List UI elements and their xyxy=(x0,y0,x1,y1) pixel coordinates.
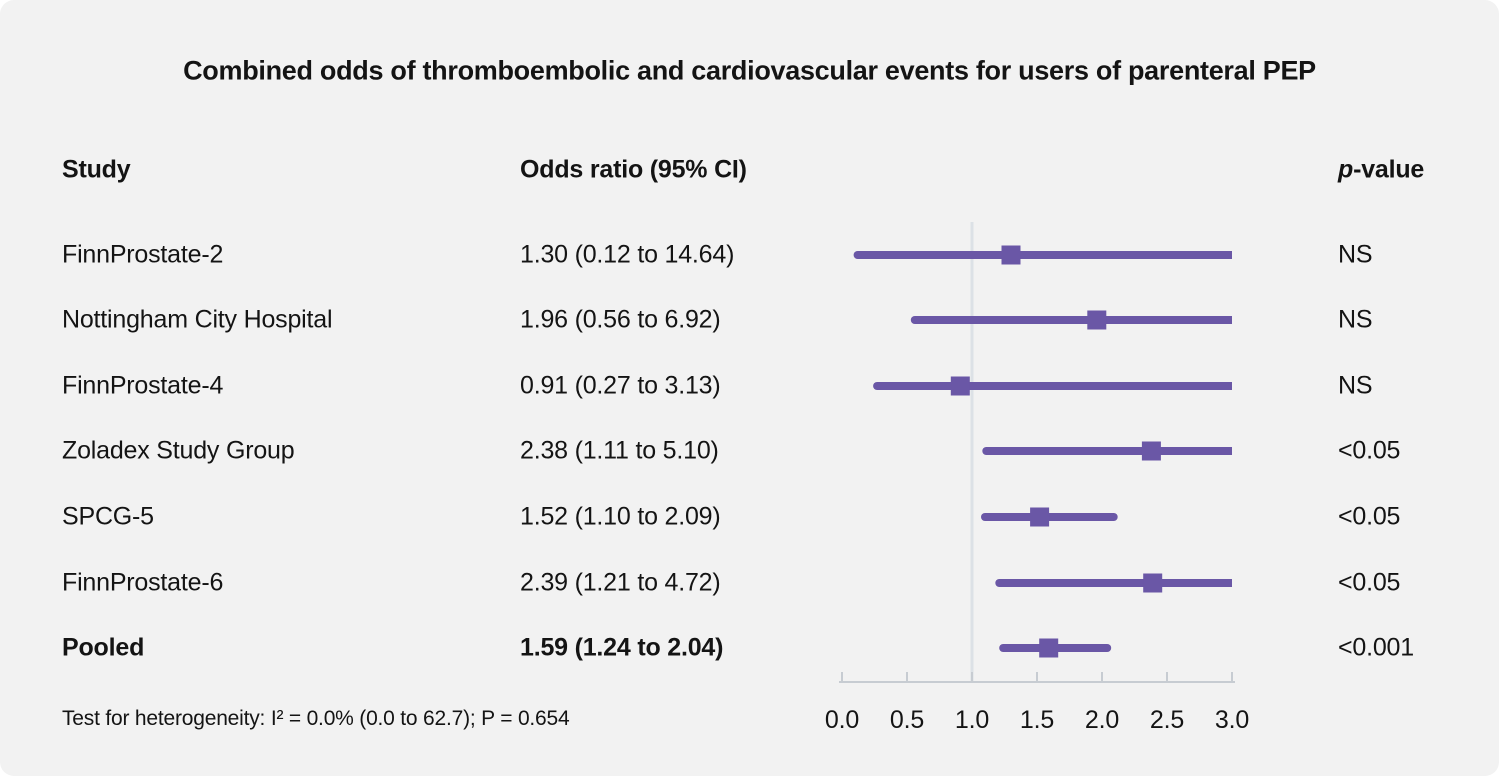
x-tick-label: 1.0 xyxy=(955,706,989,734)
row-odds-ratio-ci: 2.38 (1.11 to 5.10) xyxy=(520,436,719,465)
ci-cap-left xyxy=(999,644,1008,652)
chart-title: Combined odds of thromboembolic and card… xyxy=(183,55,1316,86)
heterogeneity-note: Test for heterogeneity: I² = 0.0% (0.0 t… xyxy=(62,707,570,730)
row-p-value: NS xyxy=(1338,240,1373,269)
row-study-label: FinnProstate-4 xyxy=(62,371,224,400)
ci-cap-left xyxy=(910,316,919,324)
row-odds-ratio-ci: 1.52 (1.10 to 2.09) xyxy=(520,502,721,531)
row-study-label: Pooled xyxy=(62,633,145,662)
row-study-label: FinnProstate-6 xyxy=(62,568,224,597)
row-odds-ratio-ci: 1.30 (0.12 to 14.64) xyxy=(520,240,735,269)
x-tick-label: 0.0 xyxy=(825,706,859,734)
row-p-value: NS xyxy=(1338,305,1373,334)
row-study-label: FinnProstate-2 xyxy=(62,240,224,269)
or-marker xyxy=(1143,573,1163,593)
row-p-value: <0.05 xyxy=(1338,436,1401,465)
ci-cap-left xyxy=(873,382,882,390)
row-study-label: Nottingham City Hospital xyxy=(62,305,333,334)
x-tick-label: 1.5 xyxy=(1020,706,1054,734)
or-marker xyxy=(950,376,970,396)
x-tick-label: 3.0 xyxy=(1215,706,1249,734)
ci-cap-left xyxy=(853,251,862,259)
row-odds-ratio-ci: 1.96 (0.56 to 6.92) xyxy=(520,305,721,334)
or-marker xyxy=(1141,441,1161,461)
row-study-label: SPCG-5 xyxy=(62,502,154,531)
or-marker xyxy=(1087,310,1107,330)
row-p-value: NS xyxy=(1338,371,1373,400)
or-marker xyxy=(1030,507,1050,527)
x-tick-label: 2.5 xyxy=(1150,706,1184,734)
ci-cap-right xyxy=(1109,513,1118,521)
ci-cap-left xyxy=(981,513,989,521)
ci-cap-left xyxy=(982,447,991,455)
row-odds-ratio-ci: 0.91 (0.27 to 3.13) xyxy=(520,371,721,400)
p-value-header-italic-p: p xyxy=(1338,155,1354,184)
or-marker xyxy=(1001,245,1021,265)
column-header-study: Study xyxy=(62,155,131,184)
row-p-value: <0.001 xyxy=(1338,633,1414,662)
row-p-value: <0.05 xyxy=(1338,502,1401,531)
ci-cap-right xyxy=(1103,644,1112,652)
row-odds-ratio-ci: 2.39 (1.21 to 4.72) xyxy=(520,568,721,597)
row-p-value: <0.05 xyxy=(1338,568,1401,597)
column-header-odds-ratio: Odds ratio (95% CI) xyxy=(520,155,747,184)
row-odds-ratio-ci: 1.59 (1.24 to 2.04) xyxy=(520,633,724,662)
x-tick-label: 2.0 xyxy=(1085,706,1119,734)
ci-cap-left xyxy=(995,579,1004,587)
or-marker xyxy=(1039,638,1059,658)
row-study-label: Zoladex Study Group xyxy=(62,436,295,465)
p-value-header-suffix: -value xyxy=(1353,155,1425,184)
x-tick-label: 0.5 xyxy=(890,706,924,734)
column-header-p-value: p-value xyxy=(1338,156,1424,185)
